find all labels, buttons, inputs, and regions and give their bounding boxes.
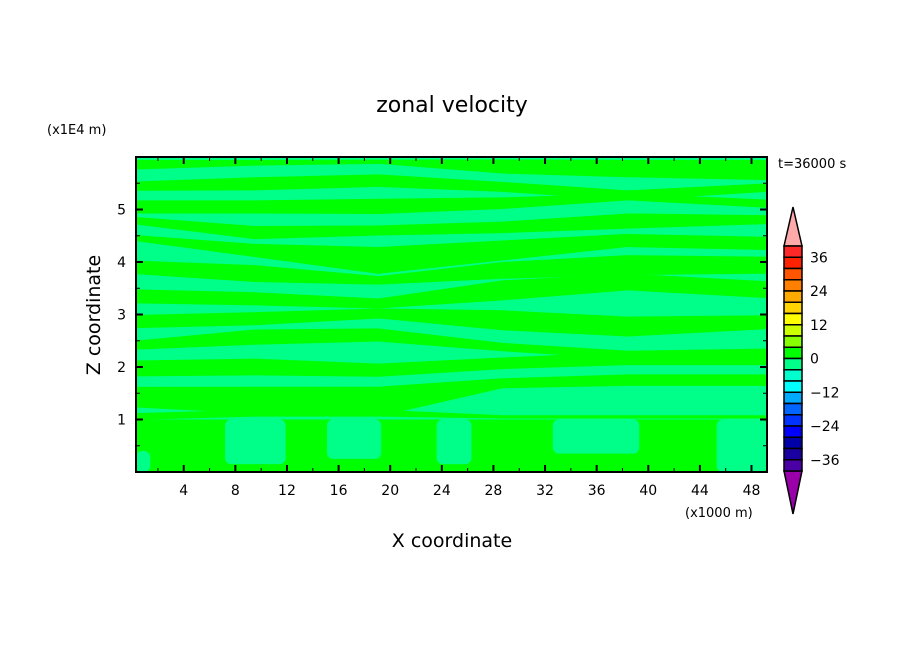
negative-column bbox=[716, 419, 767, 472]
colorbar-box bbox=[783, 391, 803, 405]
colorbar-label: 24 bbox=[810, 284, 828, 300]
positive-band bbox=[136, 233, 767, 274]
time-label: t=36000 s bbox=[778, 157, 846, 172]
positive-band bbox=[136, 174, 767, 201]
contour-fill bbox=[136, 157, 767, 472]
negative-column bbox=[552, 419, 640, 454]
y-tick-label: 3 bbox=[117, 308, 126, 324]
x-tick-label: 16 bbox=[330, 483, 348, 499]
colorbar-box bbox=[783, 436, 803, 450]
colorbar: 36 24 12 0 −12 −24 −36 bbox=[783, 206, 840, 515]
colorbar-box bbox=[783, 346, 803, 360]
positive-band bbox=[136, 255, 767, 285]
y-tick-label: 1 bbox=[117, 413, 126, 429]
positive-band bbox=[136, 273, 767, 309]
y-tick-label: 5 bbox=[117, 203, 126, 219]
colorbar-box bbox=[783, 245, 803, 258]
colorbar-over-triangle bbox=[783, 206, 803, 247]
x-tick-label: 44 bbox=[691, 483, 709, 499]
colorbar-box bbox=[783, 459, 803, 472]
colorbar-box bbox=[783, 301, 803, 315]
colorbar-box bbox=[783, 414, 803, 427]
y-unit-label: (x1E4 m) bbox=[47, 123, 106, 138]
x-tick-label: 12 bbox=[278, 483, 296, 499]
plot-area bbox=[136, 157, 767, 472]
positive-band bbox=[136, 328, 767, 360]
x-unit-label: (x1000 m) bbox=[685, 506, 753, 521]
y-tick-label: 4 bbox=[117, 255, 126, 271]
x-tick-label: 24 bbox=[433, 483, 451, 499]
y-tick-label: 2 bbox=[117, 360, 126, 376]
colorbar-box bbox=[783, 380, 803, 393]
colorbar-label: 36 bbox=[810, 250, 828, 266]
y-axis-label: Z coordinate bbox=[83, 255, 105, 375]
x-tick-label: 48 bbox=[743, 483, 761, 499]
colorbar-box bbox=[783, 290, 803, 303]
x-tick-label: 28 bbox=[485, 483, 503, 499]
colorbar-label: −24 bbox=[810, 419, 840, 435]
colorbar-label: −12 bbox=[810, 385, 840, 401]
colorbar-box bbox=[783, 312, 803, 326]
x-tick-label: 8 bbox=[231, 483, 240, 499]
positive-band bbox=[136, 308, 767, 337]
colorbar-box bbox=[783, 402, 803, 416]
positive-band bbox=[136, 193, 767, 214]
colorbar-label: 0 bbox=[810, 352, 819, 368]
positive-band bbox=[136, 409, 767, 420]
x-tick-label: 20 bbox=[381, 483, 399, 499]
chart-title: zonal velocity bbox=[376, 93, 528, 118]
colorbar-box bbox=[783, 425, 803, 438]
x-axis-label: X coordinate bbox=[392, 530, 512, 552]
colorbar-box bbox=[783, 256, 803, 270]
colorbar-box bbox=[783, 267, 803, 281]
x-tick-label: 36 bbox=[588, 483, 606, 499]
colorbar-box bbox=[783, 447, 803, 461]
negative-column bbox=[436, 419, 472, 465]
negative-column bbox=[225, 419, 286, 465]
colorbar-box bbox=[783, 357, 803, 371]
x-tick-label: 40 bbox=[639, 483, 657, 499]
colorbar-under-triangle bbox=[783, 470, 803, 515]
positive-band bbox=[136, 213, 767, 240]
colorbar-label: −36 bbox=[810, 453, 840, 469]
positive-band bbox=[136, 352, 767, 377]
colorbar-box bbox=[783, 369, 803, 382]
colorbar-box bbox=[783, 335, 803, 348]
colorbar-box bbox=[783, 279, 803, 292]
x-tick-label: 4 bbox=[179, 483, 188, 499]
negative-column bbox=[326, 419, 382, 459]
x-tick-label: 32 bbox=[536, 483, 554, 499]
colorbar-box bbox=[783, 324, 803, 337]
positive-band bbox=[136, 374, 767, 417]
positive-band bbox=[136, 159, 767, 181]
negative-column bbox=[136, 451, 151, 472]
colorbar-label: 12 bbox=[810, 318, 828, 334]
